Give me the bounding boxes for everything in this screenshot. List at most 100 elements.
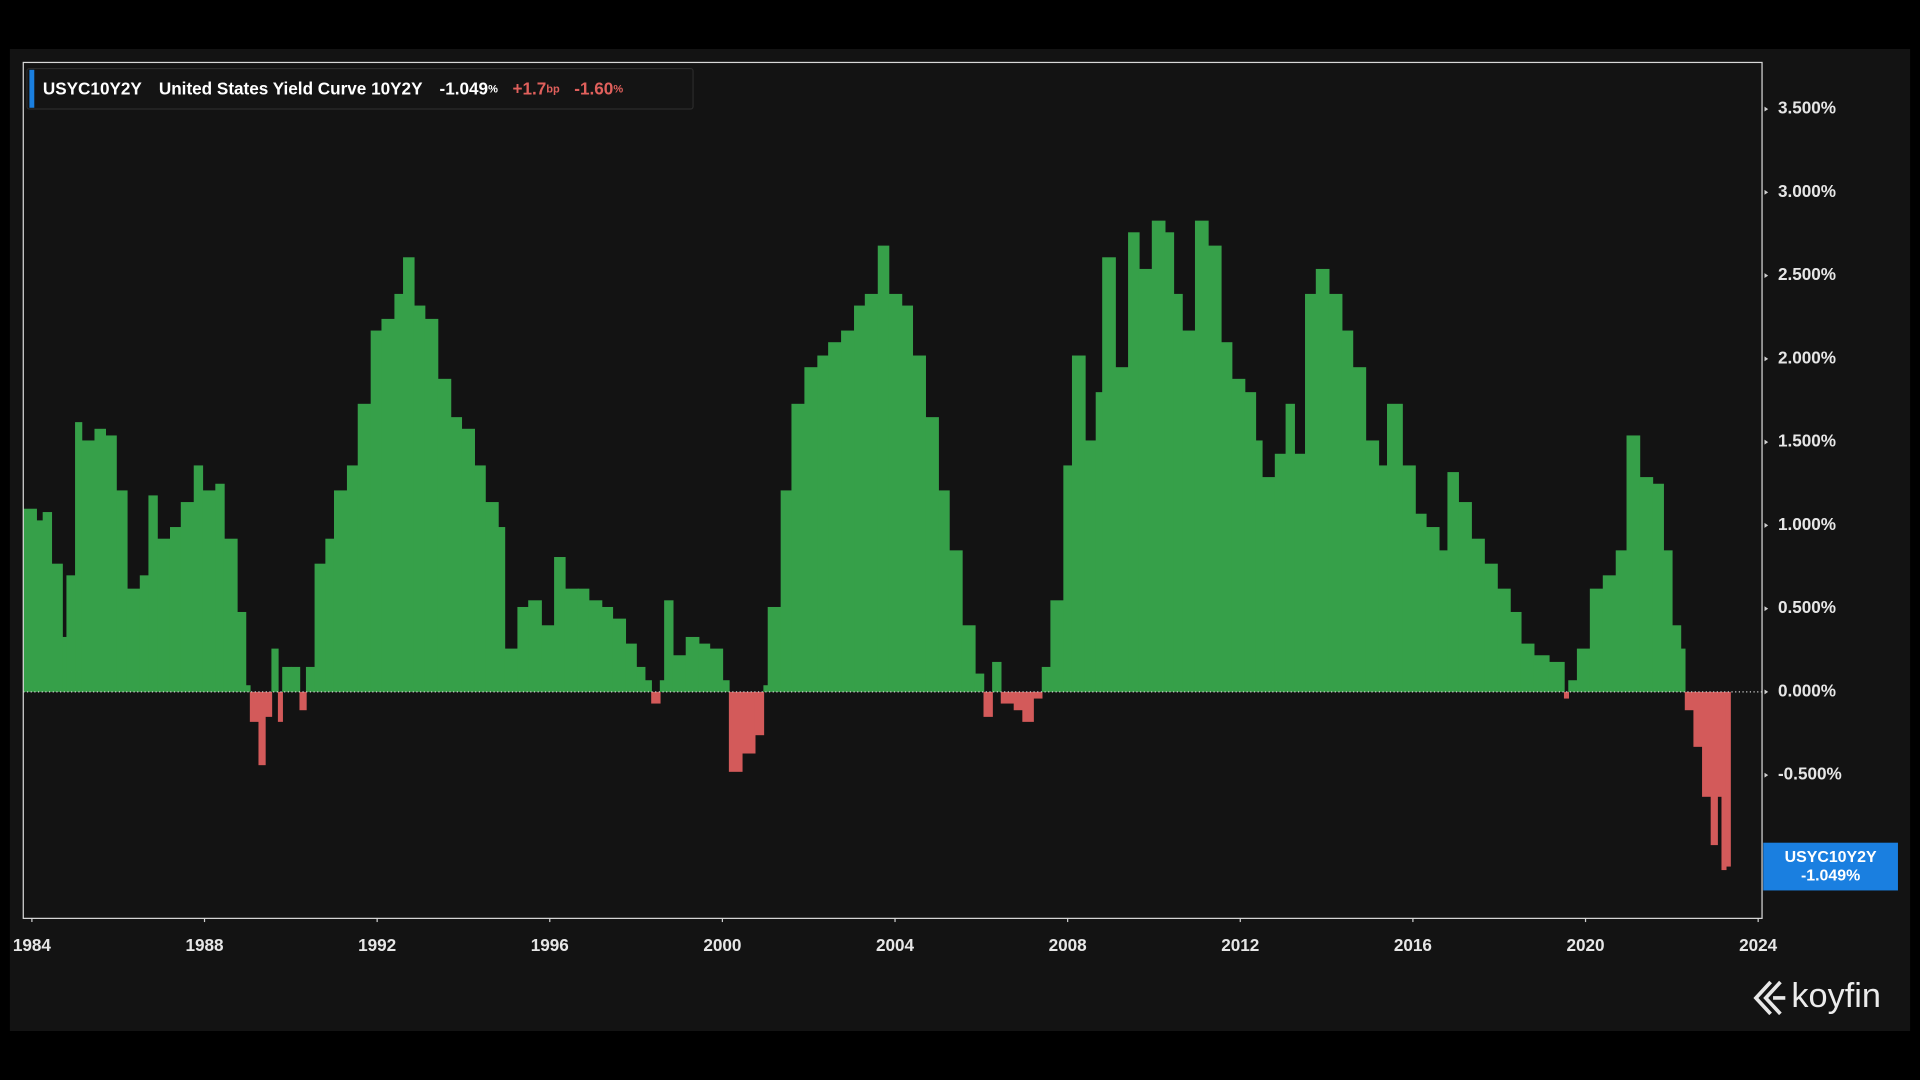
positive-bar: [1663, 550, 1673, 692]
positive-bar: [1084, 440, 1097, 692]
positive-bar: [698, 643, 711, 692]
positive-bar: [1173, 293, 1183, 692]
positive-bar: [1639, 477, 1654, 692]
positive-bar: [828, 342, 842, 692]
positive-bar: [1095, 392, 1103, 692]
y-tick-mark: [1764, 689, 1769, 695]
y-tick-label: 0.000%: [1778, 680, 1836, 700]
positive-bar: [1063, 465, 1073, 692]
positive-bar: [381, 318, 396, 692]
positive-bar: [912, 355, 926, 692]
positive-bar: [709, 648, 724, 692]
positive-bar: [636, 666, 646, 692]
logo-icon: [1753, 980, 1786, 1016]
panel-bg: [9, 48, 1911, 1032]
x-tick-label: 2008: [1049, 935, 1087, 955]
x-tick-label: 1992: [358, 935, 396, 955]
y-tick-mark: [1764, 356, 1769, 362]
positive-bar: [517, 606, 529, 692]
x-tick-label: 2004: [876, 935, 915, 955]
symbol: USYC10Y2Y: [43, 78, 143, 98]
negative-bar: [1702, 691, 1712, 797]
panel: -0.500% 0.000% 0.500% 1.000% 1.500% 2.000% 2.5…: [9, 48, 1911, 1032]
positive-bar: [1071, 355, 1086, 692]
positive-bar: [1102, 257, 1116, 692]
negative-bar: [1033, 691, 1043, 699]
positive-bar: [245, 685, 251, 692]
last-unit: %: [488, 83, 498, 95]
positive-bar: [612, 618, 627, 692]
positive-bar: [333, 490, 348, 692]
y-tick-label: 3.500%: [1778, 98, 1836, 118]
positive-bar: [1255, 440, 1263, 692]
positive-bar: [854, 305, 866, 692]
positive-bar: [282, 666, 292, 692]
positive-bar: [659, 680, 665, 692]
positive-bar: [271, 648, 279, 692]
positive-bar: [1471, 538, 1485, 692]
positive-bar: [1352, 367, 1367, 692]
y-tick-mark: [1764, 106, 1769, 112]
positive-bar: [81, 440, 96, 692]
positive-bar: [1387, 403, 1403, 692]
positive-bar: [215, 483, 225, 692]
positive-bar: [148, 495, 158, 692]
negative-bar: [983, 691, 993, 717]
positive-bar: [1050, 600, 1065, 692]
positive-bar: [94, 428, 106, 692]
positive-bar: [672, 655, 687, 692]
positive-bar: [1365, 440, 1380, 692]
positive-bar: [1447, 472, 1459, 692]
x-tick-label: 2024: [1739, 935, 1778, 955]
positive-bar: [588, 600, 603, 692]
positive-bar: [1576, 648, 1591, 692]
positive-bar: [925, 417, 939, 692]
positive-bar: [223, 538, 238, 692]
x-tick-label: 2000: [703, 935, 741, 955]
positive-bar: [66, 575, 76, 692]
positive-bar: [413, 305, 426, 692]
positive-bar: [497, 527, 506, 692]
last-value: -1.049: [440, 78, 489, 98]
positive-bar: [564, 588, 579, 692]
x-tick-label: 1996: [531, 935, 569, 955]
positive-bar: [42, 512, 53, 692]
positive-bar: [1510, 611, 1522, 692]
y-tick-label: 2.000%: [1778, 347, 1836, 367]
title: United States Yield Curve 10Y2Y: [159, 78, 423, 98]
positive-bar: [1341, 330, 1354, 692]
positive-bar: [1207, 245, 1222, 692]
positive-bar: [791, 403, 806, 692]
header-box: [26, 67, 694, 110]
price-tag-symbol: USYC10Y2Y: [1785, 849, 1877, 866]
price-tag-unit: %: [1846, 868, 1860, 885]
positive-bar: [664, 600, 674, 692]
positive-bar: [36, 520, 44, 692]
positive-bar: [864, 293, 879, 692]
positive-bar: [180, 502, 195, 692]
positive-bar: [974, 673, 985, 692]
positive-bar: [1680, 648, 1686, 692]
positive-bar: [1115, 367, 1129, 692]
price-tag-bg: [1763, 842, 1898, 891]
negative-bar: [1721, 691, 1727, 871]
y-tick-label: 1.000%: [1778, 514, 1836, 534]
negative-bar: [651, 691, 661, 704]
positive-bar: [780, 490, 793, 692]
negative-bar: [1725, 691, 1731, 867]
negative-bar: [264, 691, 273, 717]
y-tick-mark: [1764, 606, 1769, 612]
positive-bar: [877, 245, 890, 692]
positive-bar: [1484, 563, 1498, 692]
price-tag-number: -1.049: [1801, 868, 1846, 885]
y-tick-mark: [1764, 522, 1769, 528]
negative-bar: [1717, 691, 1723, 797]
logo: koyfin: [1753, 977, 1881, 1016]
positive-bar: [1602, 575, 1617, 692]
positive-bar: [817, 355, 829, 692]
positive-bar: [474, 465, 486, 692]
positive-bar: [394, 293, 404, 692]
negative-bar: [1000, 691, 1015, 704]
positive-bar: [126, 588, 141, 692]
